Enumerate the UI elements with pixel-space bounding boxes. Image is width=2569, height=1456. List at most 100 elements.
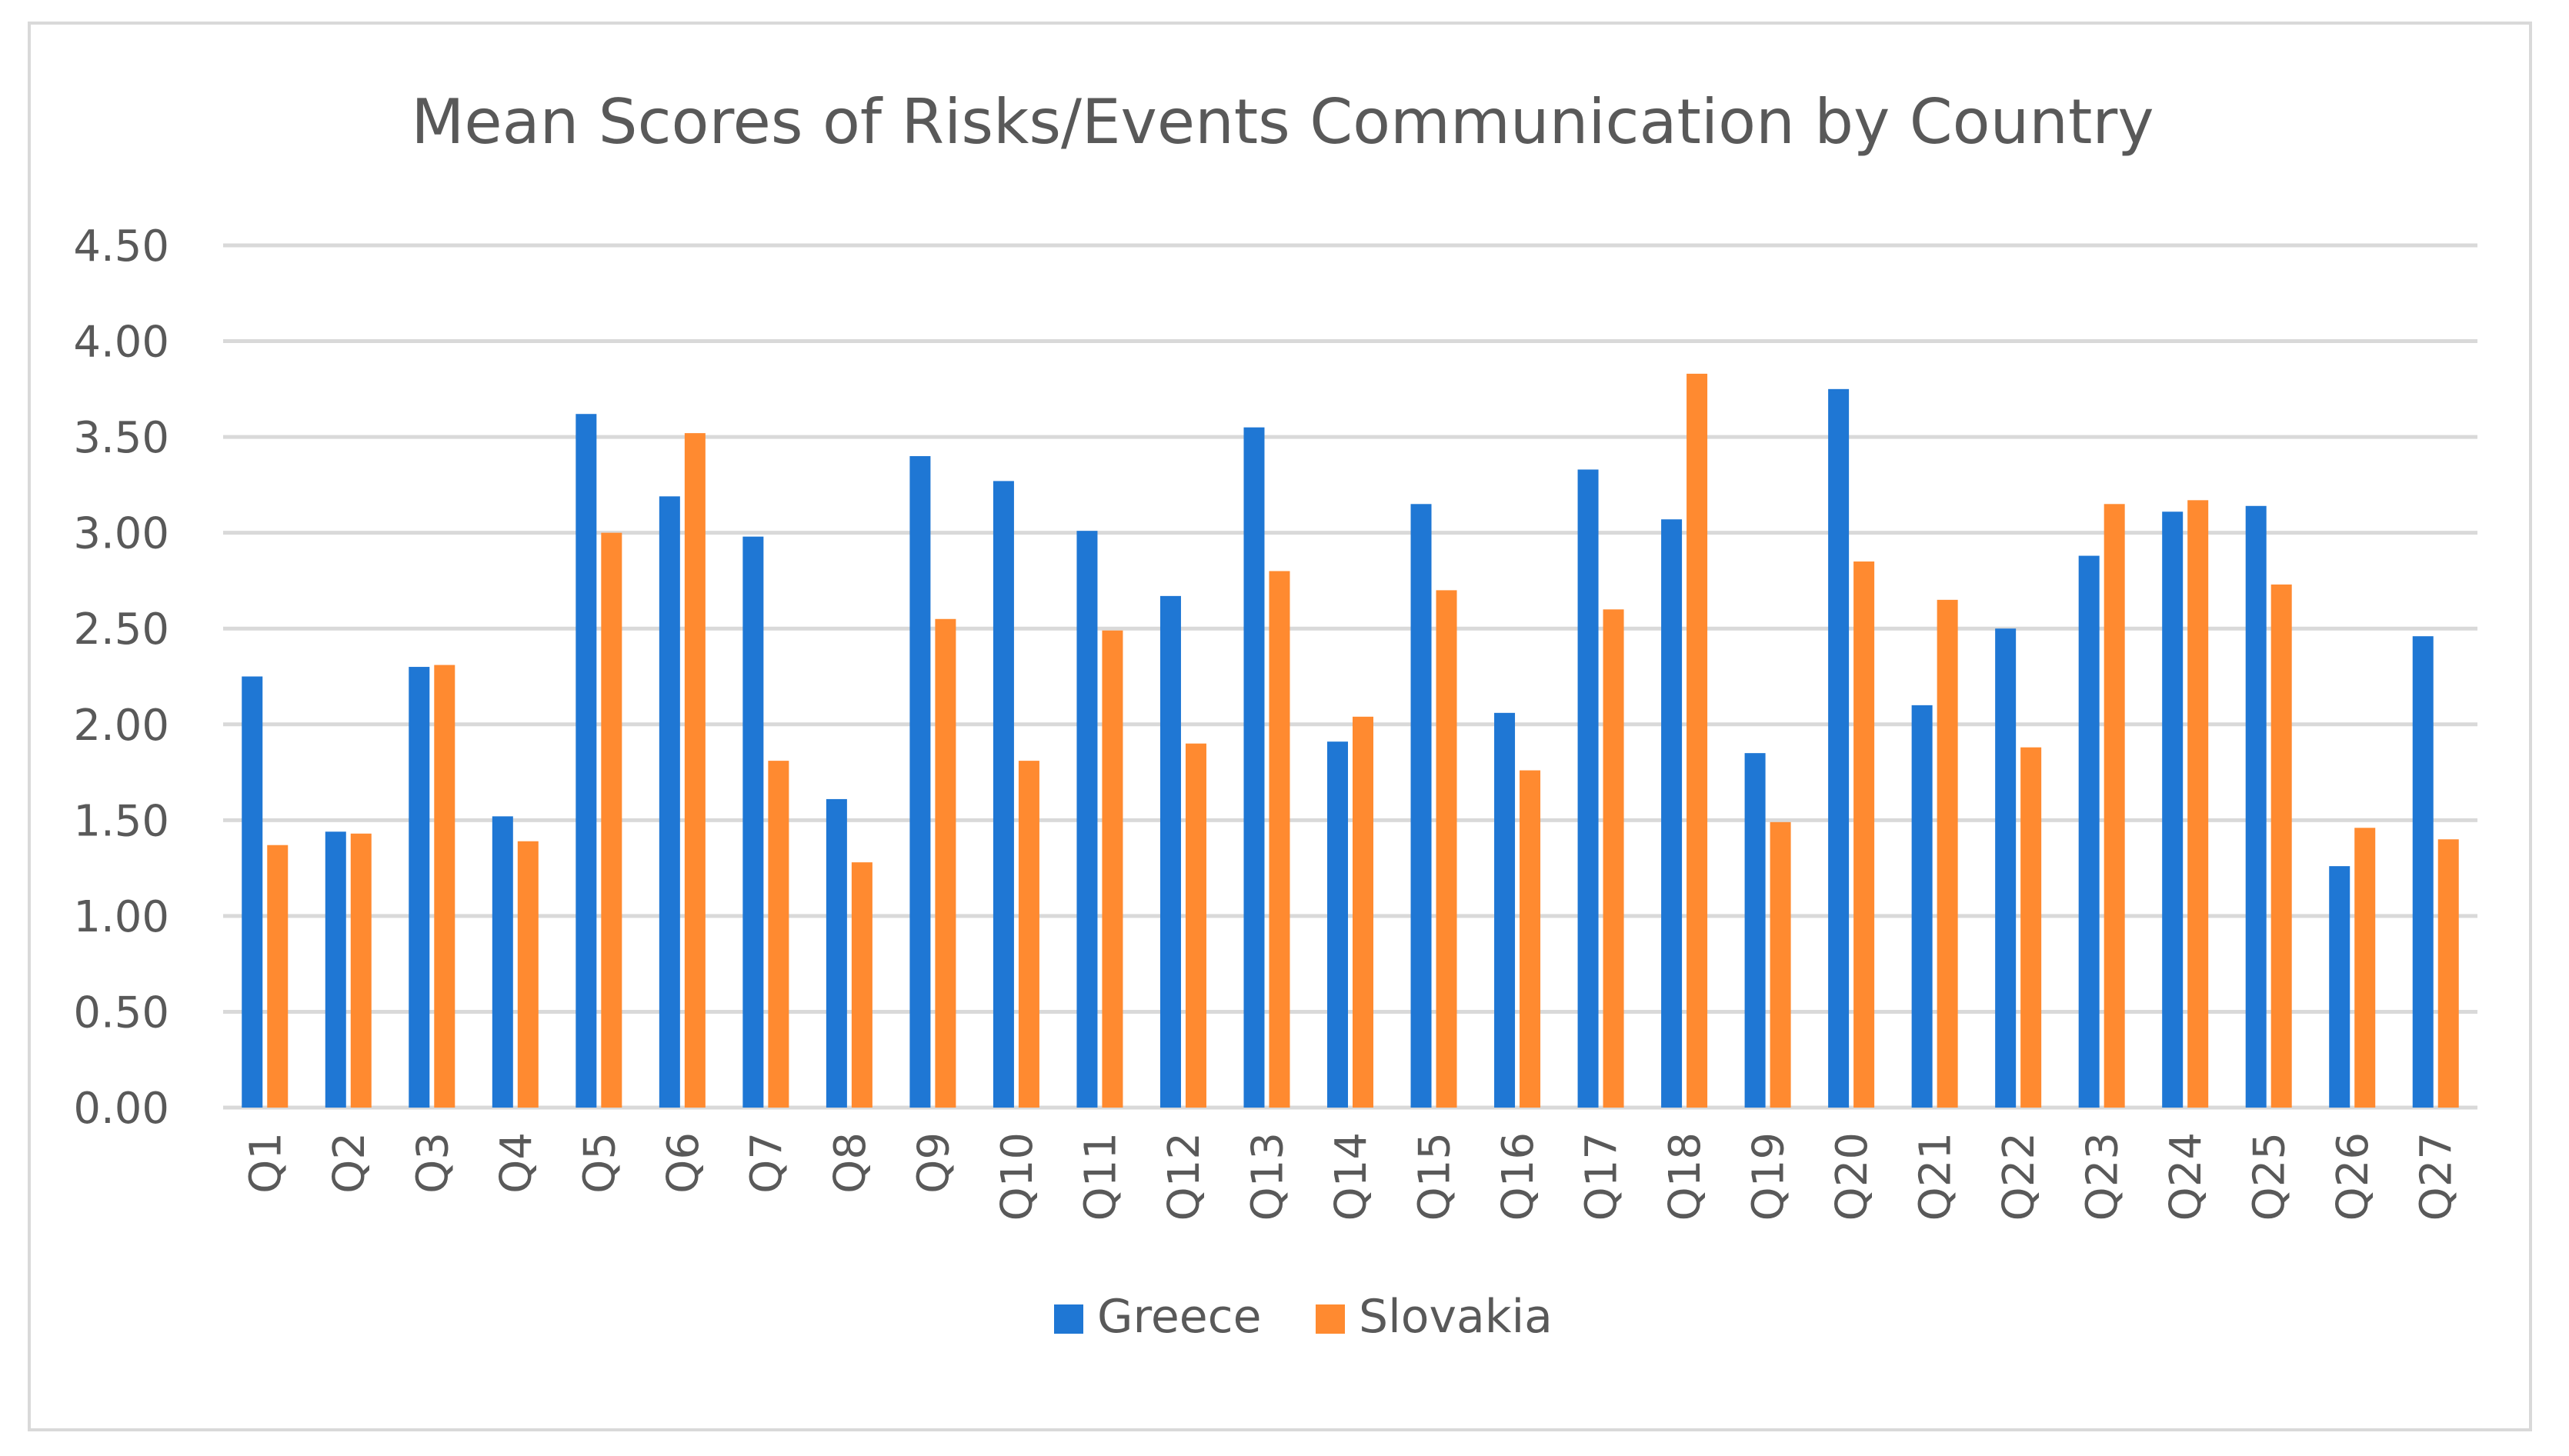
bar-slovakia-q5 xyxy=(601,532,622,1108)
y-tick-label: 4.00 xyxy=(73,318,169,368)
x-tick-label: Q11 xyxy=(1076,1132,1126,1221)
x-tick-label: Q18 xyxy=(1660,1132,1710,1221)
bar-greece-q2 xyxy=(325,831,346,1108)
bar-greece-q10 xyxy=(993,481,1014,1108)
bar-greece-q12 xyxy=(1159,595,1181,1108)
x-tick-label: Q24 xyxy=(2161,1132,2211,1221)
bar-greece-q25 xyxy=(2245,505,2267,1108)
x-axis-ticks: Q1 Q2 Q3 Q4 Q5 Q6 Q7 Q8 Q9 Q10 Q11 Q12 Q13 Q14 Q15 Q16 Q… xyxy=(241,1132,2461,1221)
bar-greece-q18 xyxy=(1661,519,1683,1108)
x-tick-label: Q27 xyxy=(2412,1132,2462,1221)
chart-title: Mean Scores of Risks/Events Communicatio… xyxy=(411,86,2154,158)
bar-slovakia-q24 xyxy=(2187,500,2209,1108)
y-tick-label: 2.00 xyxy=(73,701,169,751)
bar-slovakia-q6 xyxy=(684,433,706,1108)
legend-swatch-slovakia xyxy=(1316,1304,1345,1334)
bar-slovakia-q12 xyxy=(1185,743,1206,1108)
bar-slovakia-q9 xyxy=(935,618,956,1108)
y-tick-label: 4.50 xyxy=(73,222,169,272)
x-tick-label: Q6 xyxy=(659,1132,709,1194)
gridlines xyxy=(223,243,2477,1110)
bar-greece-q23 xyxy=(2078,555,2100,1108)
x-tick-label: Q23 xyxy=(2078,1132,2128,1221)
bar-greece-q11 xyxy=(1076,531,1098,1108)
y-axis-ticks: 0.00 0.50 1.00 1.50 2.00 2.50 3.00 3.50 4.00 4.50 xyxy=(73,222,169,1134)
bar-slovakia-q17 xyxy=(1603,609,1624,1108)
bar-greece-q7 xyxy=(742,536,764,1108)
y-tick-label: 0.50 xyxy=(73,988,169,1038)
x-tick-label: Q20 xyxy=(1827,1132,1877,1221)
chart-frame: Mean Scores of Risks/Events Communicatio… xyxy=(28,22,2532,1431)
y-tick-label: 3.00 xyxy=(73,509,169,559)
bar-greece-q16 xyxy=(1494,712,1516,1108)
x-tick-label: Q10 xyxy=(993,1132,1043,1221)
bar-greece-q5 xyxy=(576,414,597,1108)
bar-greece-q4 xyxy=(492,816,513,1108)
x-tick-label: Q5 xyxy=(575,1132,625,1194)
x-tick-label: Q3 xyxy=(408,1132,458,1194)
x-tick-label: Q9 xyxy=(909,1132,959,1194)
legend-swatch-greece xyxy=(1054,1304,1083,1334)
bar-slovakia-q16 xyxy=(1520,770,1541,1108)
bar-slovakia-q3 xyxy=(434,665,455,1108)
x-tick-label: Q21 xyxy=(1911,1132,1961,1221)
y-tick-label: 1.50 xyxy=(73,796,169,846)
bar-slovakia-q4 xyxy=(517,841,539,1108)
bar-slovakia-q14 xyxy=(1353,716,1373,1108)
y-tick-label: 0.00 xyxy=(73,1084,169,1134)
x-tick-label: Q8 xyxy=(826,1132,876,1194)
bar-slovakia-q2 xyxy=(350,833,372,1108)
bar-greece-q19 xyxy=(1744,753,1766,1108)
bar-greece-q8 xyxy=(826,798,847,1108)
legend-label-greece: Greece xyxy=(1097,1290,1262,1344)
y-tick-label: 3.50 xyxy=(73,413,169,463)
bar-greece-q26 xyxy=(2329,866,2350,1108)
bar-slovakia-q23 xyxy=(2104,504,2125,1108)
bar-greece-q21 xyxy=(1911,705,1933,1108)
bar-slovakia-q26 xyxy=(2354,828,2376,1108)
bar-greece-q6 xyxy=(659,496,680,1108)
bar-slovakia-q21 xyxy=(1937,599,1958,1108)
y-tick-label: 1.00 xyxy=(73,892,169,942)
y-tick-label: 2.50 xyxy=(73,605,169,655)
x-tick-label: Q13 xyxy=(1243,1132,1293,1221)
bar-slovakia-q15 xyxy=(1436,590,1457,1108)
x-tick-label: Q15 xyxy=(1410,1132,1460,1221)
bar-greece-q24 xyxy=(2162,511,2184,1108)
bar-slovakia-q19 xyxy=(1770,821,1791,1108)
bar-greece-q13 xyxy=(1243,427,1265,1108)
bar-slovakia-q20 xyxy=(1853,561,1875,1108)
bar-slovakia-q18 xyxy=(1687,373,1708,1108)
x-tick-label: Q2 xyxy=(325,1132,375,1194)
x-tick-label: Q12 xyxy=(1159,1132,1209,1221)
x-tick-label: Q17 xyxy=(1577,1132,1627,1221)
x-tick-label: Q14 xyxy=(1326,1132,1376,1221)
bars xyxy=(242,373,2459,1108)
bar-greece-q14 xyxy=(1327,741,1348,1108)
bar-slovakia-q7 xyxy=(768,761,789,1108)
legend-label-slovakia: Slovakia xyxy=(1359,1290,1553,1344)
bar-greece-q20 xyxy=(1828,388,1850,1108)
bar-greece-q15 xyxy=(1410,504,1432,1108)
bar-slovakia-q27 xyxy=(2437,839,2459,1108)
bar-greece-q3 xyxy=(409,667,430,1108)
bar-slovakia-q13 xyxy=(1269,571,1290,1108)
x-tick-label: Q25 xyxy=(2245,1132,2295,1221)
x-tick-label: Q7 xyxy=(742,1132,792,1194)
x-tick-label: Q19 xyxy=(1744,1132,1794,1221)
x-tick-label: Q1 xyxy=(241,1132,291,1194)
legend: Greece Slovakia xyxy=(1054,1290,1553,1344)
x-tick-label: Q26 xyxy=(2328,1132,2378,1221)
bar-greece-q17 xyxy=(1577,469,1599,1108)
bar-chart: Mean Scores of Risks/Events Communicatio… xyxy=(73,86,2477,1344)
bar-slovakia-q10 xyxy=(1018,761,1039,1108)
bar-greece-q9 xyxy=(909,456,931,1108)
bar-slovakia-q25 xyxy=(2270,584,2292,1108)
x-tick-label: Q16 xyxy=(1493,1132,1543,1221)
x-tick-label: Q22 xyxy=(1994,1132,2044,1221)
bar-greece-q1 xyxy=(242,676,263,1108)
x-tick-label: Q4 xyxy=(492,1132,542,1194)
bar-greece-q22 xyxy=(1995,628,2017,1108)
bar-greece-q27 xyxy=(2412,636,2434,1108)
bar-slovakia-q11 xyxy=(1102,630,1123,1108)
